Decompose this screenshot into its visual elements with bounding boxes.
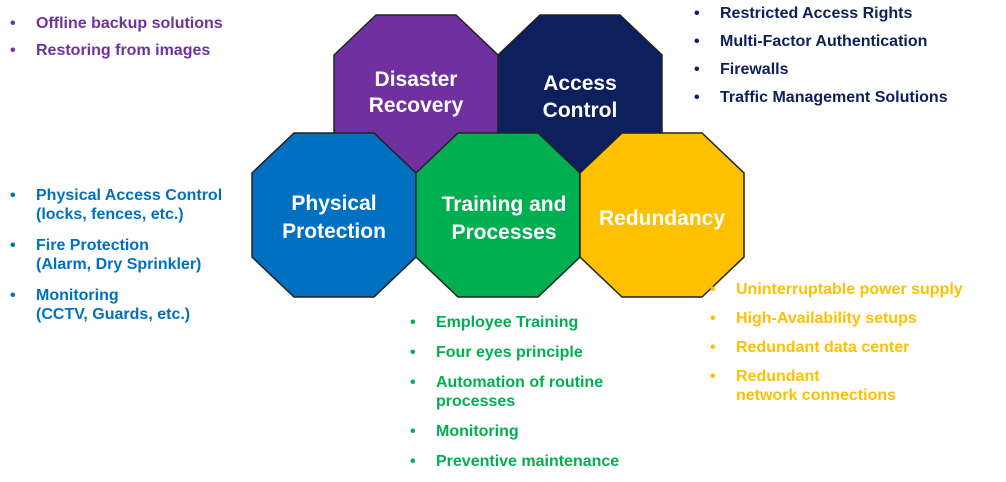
hex-physical-protection-line1: Physical xyxy=(291,192,376,215)
hexagon-diagram: Disaster Recovery Access Control Physica… xyxy=(251,14,745,298)
list-item-text: Firewalls xyxy=(720,61,789,78)
list-item: Employee Training xyxy=(410,313,619,332)
list-item-text: Physical Access Control xyxy=(36,187,223,204)
list-item-text: Preventive maintenance xyxy=(436,453,620,470)
disaster-recovery-list: Offline backup solutions Restoring from … xyxy=(10,14,223,68)
list-item: Four eyes principle xyxy=(410,343,619,362)
hex-training-processes-line1: Training and xyxy=(442,193,567,216)
list-item-text: Redundant data center xyxy=(736,339,910,356)
list-item: Monitoring (CCTV, Guards, etc.) xyxy=(10,286,222,324)
list-item: Physical Access Control (locks, fences, … xyxy=(10,186,222,224)
list-item: Traffic Management Solutions xyxy=(694,88,948,107)
hex-redundancy: Redundancy xyxy=(579,132,745,298)
list-item: Monitoring xyxy=(410,422,619,441)
hex-training-processes: Training and Processes xyxy=(415,132,581,298)
hex-physical-protection: Physical Protection xyxy=(251,132,417,298)
list-item-text: Restricted Access Rights xyxy=(720,5,913,22)
hex-training-processes-line2: Processes xyxy=(451,221,556,244)
hex-redundancy-line1: Redundancy xyxy=(599,207,725,230)
list-item-text: Monitoring xyxy=(436,423,519,440)
list-item: Firewalls xyxy=(694,60,948,79)
list-item: Restoring from images xyxy=(10,41,223,60)
list-item: Redundant data center xyxy=(710,338,963,357)
list-item-text: Traffic Management Solutions xyxy=(720,89,948,106)
training-processes-list: Employee Training Four eyes principle Au… xyxy=(410,313,619,482)
list-item: Restricted Access Rights xyxy=(694,4,948,23)
list-item-detail: processes xyxy=(436,393,516,410)
list-item: Multi-Factor Authentication xyxy=(694,32,948,51)
list-item-detail: (locks, fences, etc.) xyxy=(36,206,184,223)
list-item-text: Restoring from images xyxy=(36,42,211,59)
hex-access-control-line2: Control xyxy=(543,99,618,122)
hex-physical-protection-line2: Protection xyxy=(282,220,386,243)
list-item: Uninterruptable power supply xyxy=(710,280,963,299)
list-item: Preventive maintenance xyxy=(410,452,619,471)
list-item-detail: (CCTV, Guards, etc.) xyxy=(36,306,191,323)
list-item-text: Fire Protection xyxy=(36,237,149,254)
list-item-text: Employee Training xyxy=(436,314,579,331)
list-item-detail: network connections xyxy=(736,387,897,404)
list-item-text: Redundant xyxy=(736,368,820,385)
list-item-text: Four eyes principle xyxy=(436,344,583,361)
list-item-text: Uninterruptable power supply xyxy=(736,281,963,298)
list-item-text: High-Availability setups xyxy=(736,310,917,327)
list-item: Offline backup solutions xyxy=(10,14,223,33)
list-item: Redundant network connections xyxy=(710,367,963,405)
list-item-detail: (Alarm, Dry Sprinkler) xyxy=(36,256,202,273)
access-control-list: Restricted Access Rights Multi-Factor Au… xyxy=(694,4,948,116)
hex-disaster-recovery-line1: Disaster xyxy=(375,68,458,91)
list-item-text: Automation of routine xyxy=(436,374,604,391)
list-item: High-Availability setups xyxy=(710,309,963,328)
hex-access-control-line1: Access xyxy=(543,72,617,95)
list-item: Automation of routine processes xyxy=(410,373,619,411)
list-item-text: Multi-Factor Authentication xyxy=(720,33,928,50)
list-item-text: Offline backup solutions xyxy=(36,15,223,32)
list-item-text: Monitoring xyxy=(36,287,119,304)
list-item: Fire Protection (Alarm, Dry Sprinkler) xyxy=(10,236,222,274)
physical-protection-list: Physical Access Control (locks, fences, … xyxy=(10,186,222,336)
hex-disaster-recovery-line2: Recovery xyxy=(369,94,464,117)
redundancy-list: Uninterruptable power supply High-Availa… xyxy=(710,280,963,415)
